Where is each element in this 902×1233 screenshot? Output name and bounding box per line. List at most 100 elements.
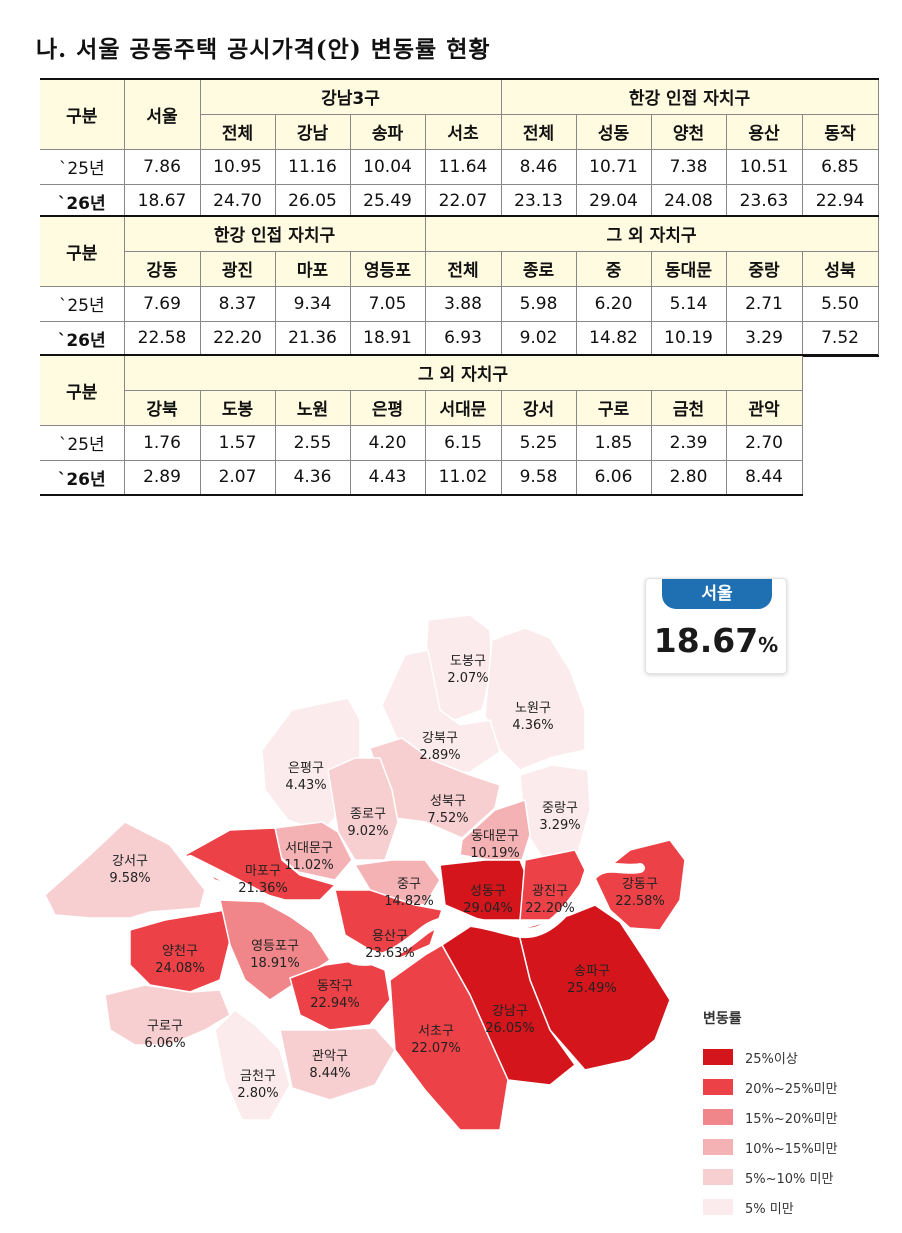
table-cell: 4.20: [349, 424, 426, 461]
table-cell: 2.80: [650, 459, 727, 496]
seoul-district-map: 도봉구 2.07% 노원구 4.36% 강북구 2.89% 은평구 4.43% 성북구 7.52%…: [44, 614, 686, 1131]
subhead: 마포: [274, 250, 351, 287]
district-geumcheon: [214, 1009, 291, 1121]
subhead: 송파: [349, 113, 426, 150]
legend-swatch: [703, 1109, 733, 1125]
district-name-guro: 구로구: [147, 1019, 183, 1034]
subhead: 전체: [500, 113, 577, 150]
table-cell: 8.44: [725, 459, 803, 496]
table-cell: 6.85: [801, 148, 879, 185]
district-value-seongdong: 29.04%: [463, 901, 513, 916]
district-name-jung: 중구: [397, 877, 421, 892]
table-cell: 11.16: [274, 148, 351, 185]
table-cell: 2.07: [199, 459, 276, 496]
table-cell: 4.43: [349, 459, 426, 496]
subhead: 성북: [801, 250, 879, 287]
subhead: 금천: [650, 389, 727, 426]
legend-item: 25%이상: [703, 1042, 873, 1072]
district-value-yangcheon: 24.08%: [155, 961, 205, 976]
legend-item: 5%~10% 미만: [703, 1162, 873, 1192]
district-gwanak: [279, 1027, 396, 1101]
subhead: 종로: [500, 250, 577, 287]
table-cell: 6.20: [575, 285, 652, 322]
table-cell: 22.58: [123, 320, 201, 357]
table-row: `25년 7.86 10.95 11.16 10.04 11.64 8.46 1…: [40, 148, 879, 185]
legend-item: 20%~25%미만: [703, 1072, 873, 1102]
table-cell: 8.46: [500, 148, 577, 185]
subhead: 강남: [274, 113, 351, 150]
seoul-summary-badge: 서울 18.67%: [645, 578, 787, 674]
subhead: 구로: [575, 389, 652, 426]
table-row: `26년 2.89 2.07 4.36 4.43 11.02 9.58 6.06…: [40, 459, 878, 496]
district-name-jungnang: 중랑구: [542, 801, 578, 816]
district-name-gwangjin: 광진구: [532, 884, 568, 899]
district-name-gangnam: 강남구: [492, 1004, 528, 1019]
table-cell: 9.02: [500, 320, 577, 357]
group-hangang: 한강 인접 자치구: [123, 215, 426, 252]
subhead: 강북: [124, 389, 201, 426]
subhead: 전체: [200, 113, 276, 150]
district-nowon: [484, 627, 586, 771]
district-value-nowon: 4.36%: [512, 718, 553, 733]
legend-swatch: [703, 1199, 733, 1215]
row-label: `26년: [40, 320, 125, 357]
district-gangdong: [594, 839, 686, 931]
table-cell: 26.05: [274, 183, 351, 220]
table-cell: 8.37: [199, 285, 276, 322]
col-category: 구분: [40, 354, 125, 426]
legend-item: 15%~20%미만: [703, 1102, 873, 1132]
legend-label: 15%~20%미만: [745, 1111, 838, 1127]
table-cell: 1.85: [575, 424, 652, 461]
table-cell: 2.39: [650, 424, 727, 461]
table-cell: 6.93: [424, 320, 502, 357]
seoul-badge-label: 서울: [662, 579, 772, 609]
table-cell: 7.38: [650, 148, 727, 185]
district-name-jongno: 종로구: [350, 807, 386, 822]
table-cell: 7.52: [801, 320, 879, 357]
district-value-mapo: 21.36%: [238, 881, 288, 896]
district-value-yongsan: 23.63%: [365, 946, 415, 961]
legend-label: 25%이상: [745, 1051, 798, 1067]
legend-swatch: [703, 1079, 733, 1095]
table-row: `25년 7.69 8.37 9.34 7.05 3.88 5.98 6.20 …: [40, 285, 879, 322]
subhead: 관악: [725, 389, 803, 426]
table-cell: 22.20: [199, 320, 276, 357]
table-cell: 2.55: [274, 424, 351, 461]
legend-label: 10%~15%미만: [745, 1141, 838, 1157]
table-cell: 6.06: [575, 459, 652, 496]
table-cell: 10.51: [725, 148, 803, 185]
table-cell: 23.63: [725, 183, 803, 220]
district-name-dongdaemun: 동대문구: [471, 829, 519, 844]
seoul-unit: %: [758, 633, 779, 657]
table-cell: 21.36: [274, 320, 351, 357]
district-name-eunpyeong: 은평구: [288, 761, 324, 776]
change-rate-table-1: 구분 서울 강남3구 한강 인접 자치구 전체 강남 송파 서초 전체 성동 양…: [40, 78, 879, 220]
table-cell: 22.07: [424, 183, 502, 220]
table-cell: 10.71: [575, 148, 652, 185]
subhead: 용산: [725, 113, 803, 150]
district-guro: [104, 984, 231, 1046]
table-row: `25년 1.76 1.57 2.55 4.20 6.15 5.25 1.85 …: [40, 424, 878, 461]
table-cell: 24.08: [650, 183, 727, 220]
district-name-yongsan: 용산구: [372, 929, 408, 944]
district-name-gwanak: 관악구: [312, 1049, 348, 1064]
district-value-jungnang: 3.29%: [539, 818, 580, 833]
district-value-seocho: 22.07%: [411, 1041, 461, 1056]
district-value-jung: 14.82%: [384, 894, 434, 909]
legend-swatch: [703, 1169, 733, 1185]
table-cell: 7.05: [349, 285, 426, 322]
district-yangcheon: [129, 909, 231, 993]
col-seoul: 서울: [123, 78, 201, 150]
subhead: 중랑: [725, 250, 803, 287]
group-gangnam3: 강남3구: [199, 78, 502, 115]
page-title: 나. 서울 공동주택 공시가격(안) 변동률 현황: [36, 36, 491, 63]
district-value-dobong: 2.07%: [447, 671, 488, 686]
table-cell: 25.49: [349, 183, 426, 220]
district-value-dongjak: 22.94%: [310, 996, 360, 1011]
map-legend: 변동률 25%이상 20%~25%미만 15%~20%미만 10%~15%미만 5%~1…: [703, 1008, 873, 1222]
subhead: 광진: [199, 250, 276, 287]
table-cell: 11.64: [424, 148, 502, 185]
legend-item: 5% 미만: [703, 1192, 873, 1222]
table-cell: 24.70: [199, 183, 276, 220]
seoul-value: 18.67: [653, 621, 759, 660]
